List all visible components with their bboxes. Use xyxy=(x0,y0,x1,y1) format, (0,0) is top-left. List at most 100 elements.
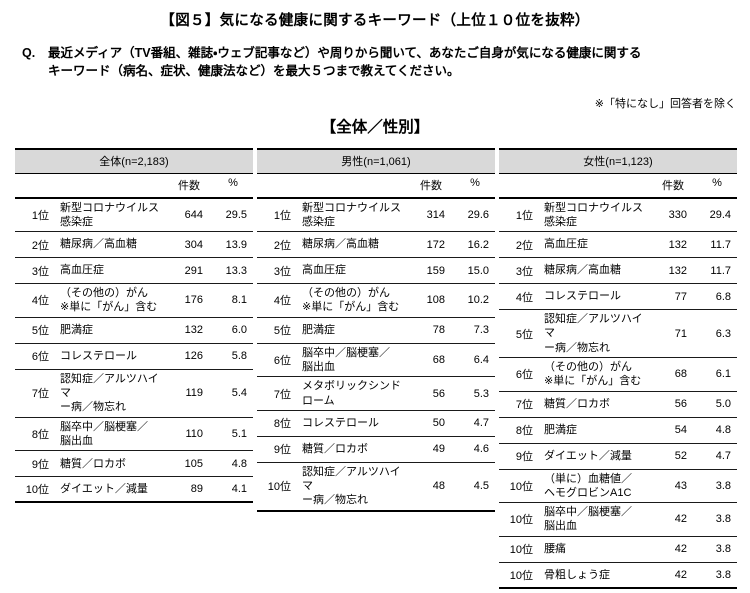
keyword-cell: 肥満症 xyxy=(544,423,577,436)
percent-cell: 4.7 xyxy=(473,417,489,430)
rank-cell: 8位 xyxy=(515,425,533,438)
rank-cell: 5位 xyxy=(31,325,49,338)
count-cell: 71 xyxy=(674,327,687,340)
percent-column-label: % xyxy=(470,176,480,189)
count-cell: 42 xyxy=(674,513,687,526)
percent-cell: 6.0 xyxy=(231,324,247,337)
keyword-cell: 糖質／ロカボ xyxy=(60,457,126,470)
keyword-cell: ダイエット／減量 xyxy=(60,483,148,496)
percent-cell: 13.9 xyxy=(225,238,247,251)
rank-column-spacer xyxy=(499,177,535,193)
keyword-cell: （その他の）がん ※単に「がん」含む xyxy=(544,360,642,388)
count-cell: 159 xyxy=(426,264,445,277)
table-header-female: 女性(n=1,123) xyxy=(499,147,737,174)
question-prefix: Q. xyxy=(22,46,36,60)
rank-cell: 10位 xyxy=(267,481,291,494)
table-total: 全体(n=2,183) 件数 % 1位 新型コロナウイルス 感染症 644 29.5 2… xyxy=(15,147,253,504)
table-row: 8位 肥満症 54 4.8 xyxy=(499,418,737,444)
percent-column-label: % xyxy=(712,176,722,189)
table-row: 2位 糖尿病／高血糖 304 13.9 xyxy=(15,232,253,259)
percent-cell: 5.0 xyxy=(715,398,731,411)
count-cell: 56 xyxy=(432,387,445,400)
count-cell: 68 xyxy=(432,353,445,366)
percent-cell: 29.5 xyxy=(225,208,247,221)
percent-cell: 5.3 xyxy=(473,387,489,400)
table-row: 7位 糖質／ロカボ 56 5.0 xyxy=(499,392,737,418)
table-female: 女性(n=1,123) 件数 % 1位 新型コロナウイルス 感染症 330 29.4 2… xyxy=(499,147,737,589)
column-header-row: 件数 % xyxy=(15,174,253,199)
table-row: 6位 コレステロール 126 5.8 xyxy=(15,344,253,370)
count-cell: 132 xyxy=(668,264,687,277)
keyword-cell: 新型コロナウイルス 感染症 xyxy=(60,201,159,228)
table-row: 5位 認知症／アルツハイマ ー病／物忘れ 71 6.3 xyxy=(499,310,737,358)
count-cell: 291 xyxy=(184,264,203,277)
percent-cell: 11.7 xyxy=(710,238,731,251)
percent-cell: 29.6 xyxy=(467,208,489,221)
table-row: 3位 高血圧症 291 13.3 xyxy=(15,258,253,285)
keyword-cell: ダイエット／減量 xyxy=(544,449,632,462)
keyword-cell: 脳卒中／脳梗塞／ 脳出血 xyxy=(60,420,148,447)
count-cell: 77 xyxy=(674,290,687,303)
rank-cell: 7位 xyxy=(515,399,533,412)
rank-cell: 10位 xyxy=(509,480,533,493)
keyword-cell: 腰痛 xyxy=(544,543,566,556)
rank-cell: 10位 xyxy=(25,484,49,497)
percent-cell: 4.5 xyxy=(473,480,489,493)
question-line-2: キーワード（病名、症状、健康法など）を最大５つまで教えてください。 xyxy=(48,63,460,78)
percent-cell: 4.1 xyxy=(231,483,247,496)
keyword-cell: 高血圧症 xyxy=(544,238,588,251)
table-row: 10位 骨粗しょう症 42 3.8 xyxy=(499,563,737,589)
rank-cell: 3位 xyxy=(273,265,291,278)
table-body-total: 1位 新型コロナウイルス 感染症 644 29.5 2位 糖尿病／高血糖 304 13.9 3位… xyxy=(15,199,253,504)
rank-cell: 10位 xyxy=(509,569,533,582)
table-row: 7位 メタボリックシンドローム 56 5.3 xyxy=(257,377,495,411)
count-cell: 52 xyxy=(674,450,687,463)
table-row: 9位 ダイエット／減量 52 4.7 xyxy=(499,444,737,470)
rank-cell: 2位 xyxy=(515,239,533,252)
count-cell: 48 xyxy=(432,480,445,493)
table-row: 10位 脳卒中／脳梗塞／ 脳出血 42 3.8 xyxy=(499,503,737,537)
count-column-label: 件数 xyxy=(178,179,200,192)
percent-cell: 6.1 xyxy=(715,368,731,381)
keyword-cell: コレステロール xyxy=(60,350,137,363)
table-body-female: 1位 新型コロナウイルス 感染症 330 29.4 2位 高血圧症 132 11.7 3位 糖尿病… xyxy=(499,199,737,589)
keyword-cell: 肥満症 xyxy=(60,324,93,337)
table-row: 10位 認知症／アルツハイマ ー病／物忘れ 48 4.5 xyxy=(257,463,495,512)
count-cell: 68 xyxy=(674,368,687,381)
rank-cell: 1位 xyxy=(515,209,533,222)
percent-cell: 4.8 xyxy=(231,457,247,470)
percent-cell: 5.4 xyxy=(231,387,247,400)
rank-cell: 6位 xyxy=(273,354,291,367)
table-row: 9位 糖質／ロカボ 105 4.8 xyxy=(15,451,253,478)
keyword-cell: 糖質／ロカボ xyxy=(544,397,610,410)
rank-cell: 8位 xyxy=(31,428,49,441)
table-row: 1位 新型コロナウイルス 感染症 644 29.5 xyxy=(15,199,253,233)
rank-cell: 7位 xyxy=(31,388,49,401)
percent-cell: 4.7 xyxy=(715,450,731,463)
keyword-cell: 新型コロナウイルス 感染症 xyxy=(302,201,401,228)
percent-cell: 15.0 xyxy=(467,264,489,277)
keyword-cell: コレステロール xyxy=(544,290,621,303)
question-block: Q. 最近メディア（TV番組、雑誌・ウェブ記事など）や周りから聞いて、あなたご自… xyxy=(22,45,722,81)
table-row: 10位 腰痛 42 3.8 xyxy=(499,537,737,563)
table-row: 1位 新型コロナウイルス 感染症 330 29.4 xyxy=(499,199,737,233)
keyword-column-spacer xyxy=(535,177,649,193)
rank-cell: 9位 xyxy=(273,444,291,457)
exclusion-note: ※「特になし」回答者を除く xyxy=(594,97,736,110)
keyword-cell: （その他の）がん ※単に「がん」含む xyxy=(302,287,400,314)
keyword-cell: 脳卒中／脳梗塞／ 脳出血 xyxy=(544,506,632,533)
count-cell: 176 xyxy=(184,294,203,307)
table-row: 7位 認知症／アルツハイマ ー病／物忘れ 119 5.4 xyxy=(15,370,253,418)
percent-cell: 5.8 xyxy=(231,350,247,363)
percent-cell: 13.3 xyxy=(225,264,247,277)
percent-cell: 4.8 xyxy=(715,424,731,437)
rank-cell: 2位 xyxy=(273,239,291,252)
table-row: 10位 ダイエット／減量 89 4.1 xyxy=(15,477,253,504)
table-row: 1位 新型コロナウイルス 感染症 314 29.6 xyxy=(257,199,495,233)
rank-column-spacer xyxy=(15,177,51,193)
table-row: 9位 糖質／ロカボ 49 4.6 xyxy=(257,437,495,463)
count-column-label: 件数 xyxy=(420,179,442,192)
count-cell: 42 xyxy=(674,568,687,581)
column-header-row: 件数 % xyxy=(257,174,495,199)
